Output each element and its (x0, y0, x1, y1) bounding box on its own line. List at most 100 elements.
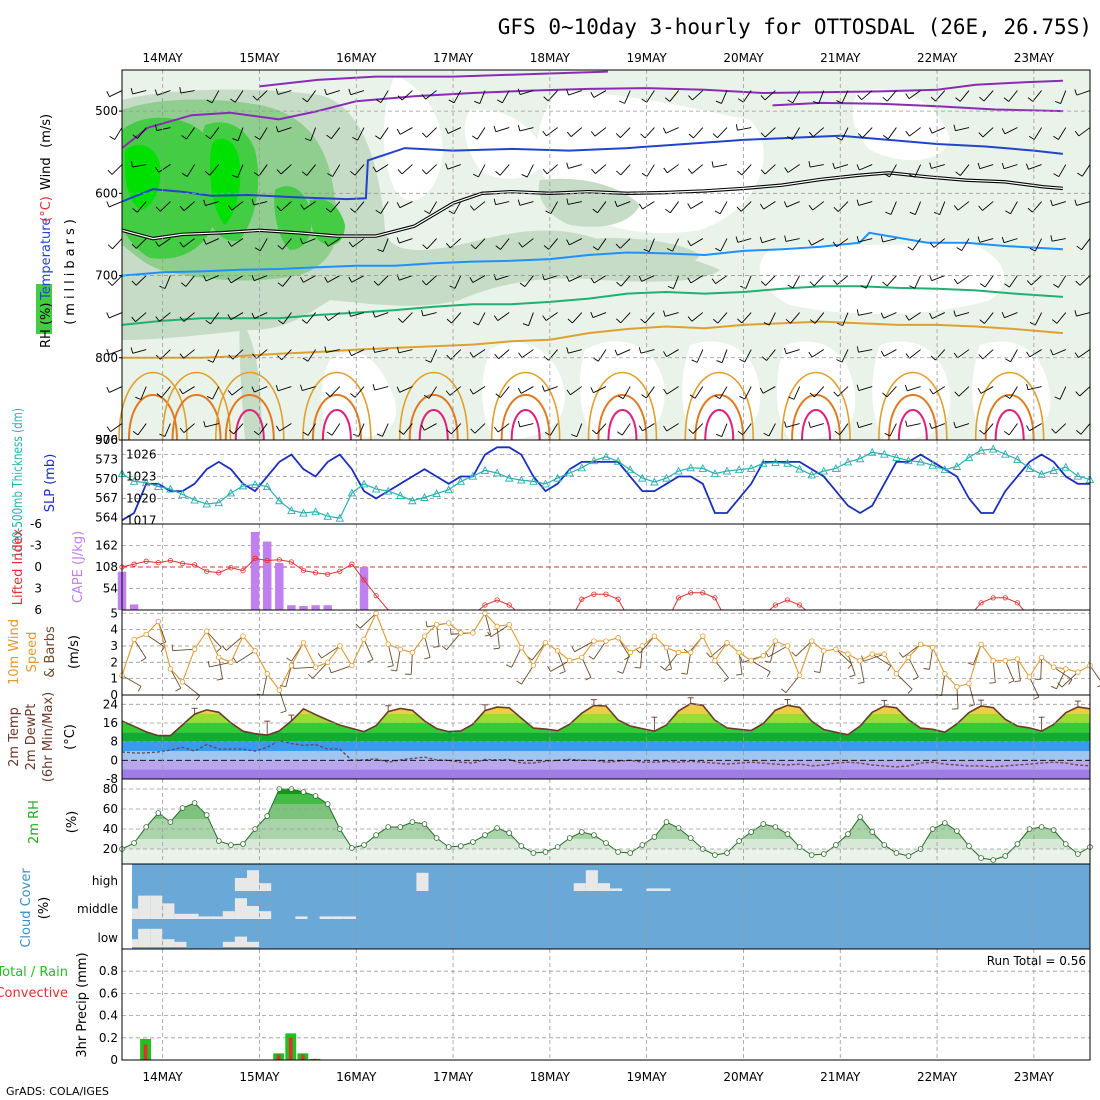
wind-barb-flag (299, 238, 304, 245)
rh-point (566, 835, 573, 841)
wind-barb-flag (977, 387, 982, 394)
wind-barb (111, 164, 123, 175)
wind-barb (282, 275, 292, 287)
wind-barb (425, 90, 437, 100)
wind-barb-flag (495, 245, 501, 250)
rh-band-low (122, 849, 1090, 864)
wind-barb-flag (808, 205, 814, 211)
slp-tick-label: 1020 (126, 491, 157, 505)
wind-barb-flag (106, 201, 110, 208)
wind-barb (447, 127, 461, 134)
wind10-point (930, 644, 936, 651)
rh-point (796, 844, 803, 850)
wind10-point (337, 643, 343, 649)
wind10-barb (285, 665, 292, 687)
wind10-point (518, 644, 524, 651)
wind10-point (784, 643, 791, 649)
thickness-point (964, 452, 974, 461)
wind-barb-flag (352, 433, 359, 437)
wind10-point (990, 657, 996, 664)
wind-barb-flag (834, 430, 840, 436)
wind-barb-flag (716, 360, 723, 364)
wind10-barb (640, 645, 643, 668)
isotherm-15 (302, 371, 372, 441)
wind-barb (665, 127, 679, 134)
wind-barb-flag (617, 431, 623, 436)
rh-point (494, 825, 500, 831)
wind-barb (931, 423, 945, 429)
wind-barb-flag (522, 323, 529, 327)
wind-barb (1034, 238, 1043, 252)
rh-point (978, 855, 984, 861)
wind10-barb-flag (617, 670, 624, 674)
wind-barb-flag (155, 354, 161, 360)
wind-barb-flag (276, 169, 282, 175)
wind-barb-flag (372, 166, 377, 173)
wind-barb-flag (929, 242, 935, 248)
wind-barb (231, 201, 244, 211)
wind-barb-flag (663, 388, 668, 395)
cloud-cell (126, 908, 139, 919)
lifted-index-point (579, 596, 585, 602)
wind-barb-flag (227, 390, 233, 396)
slp-axis-label-text: SLP (mb) (43, 454, 58, 513)
wind-barb-flag (882, 281, 888, 287)
wind-barb-flag (1026, 425, 1030, 431)
wind-barb (254, 386, 268, 393)
wind-barb-flag (277, 282, 283, 287)
wind-barb (909, 349, 921, 359)
wind-barb (254, 275, 268, 282)
wind-barb-flag (1001, 162, 1005, 169)
rh-point (869, 829, 875, 835)
wind-barb-flag (251, 199, 255, 206)
wind-barb-flag (179, 427, 185, 433)
rh-point (1002, 853, 1009, 859)
cloud-cell (247, 870, 260, 891)
x-tick-label-bottom: 15MAY (239, 1070, 280, 1084)
rh-point (203, 812, 210, 818)
wind-barb-flag (930, 96, 936, 102)
thickness-tick-label: 573 (95, 452, 118, 466)
rh-point (409, 819, 416, 825)
wind10-barb-flag (159, 641, 166, 645)
wind10-point (446, 620, 452, 626)
rh-point (808, 852, 815, 858)
isotherm-t_m5 (121, 134, 1064, 203)
lifted-index-point (288, 559, 294, 565)
wind-barb-flag (1025, 163, 1029, 170)
wind-barb-flag (397, 95, 403, 101)
rh-shade-95 (125, 145, 161, 210)
wind-barb (302, 238, 316, 245)
wind-barb (959, 164, 970, 176)
rh-point (542, 849, 549, 855)
wind-barb (931, 127, 945, 134)
wind10-barb (531, 642, 546, 661)
wind-barb-flag (856, 236, 860, 243)
wind-barb-flag (1074, 352, 1079, 358)
wind10-point (1075, 669, 1081, 675)
wind-barb (258, 423, 268, 436)
wind-barb (786, 349, 800, 355)
wind10-point (1002, 657, 1008, 664)
cloud-cell (343, 916, 356, 919)
wind-barb-flag (1026, 383, 1029, 390)
wind-barb-flag (1004, 394, 1011, 399)
cloud-cell (646, 888, 659, 891)
lifted-index-point (373, 593, 379, 599)
wind-barb (786, 201, 800, 208)
wind-barb-flag (857, 133, 863, 138)
wind10-point (688, 649, 694, 656)
wind-barb (883, 312, 897, 319)
precip-tick-label: 0 (110, 1053, 118, 1067)
wind10-barb (133, 639, 147, 659)
thickness-point (867, 447, 877, 456)
wind10-barb-flag (780, 688, 787, 693)
wind-barb-flag (905, 131, 910, 137)
thickness-point (1049, 465, 1058, 474)
rh-point (784, 831, 791, 837)
wind-barb-flag (301, 319, 308, 324)
wind-barb-flag (472, 135, 478, 140)
rh-point (845, 831, 851, 837)
thickness-point (807, 470, 816, 479)
wind-barb (502, 90, 510, 104)
